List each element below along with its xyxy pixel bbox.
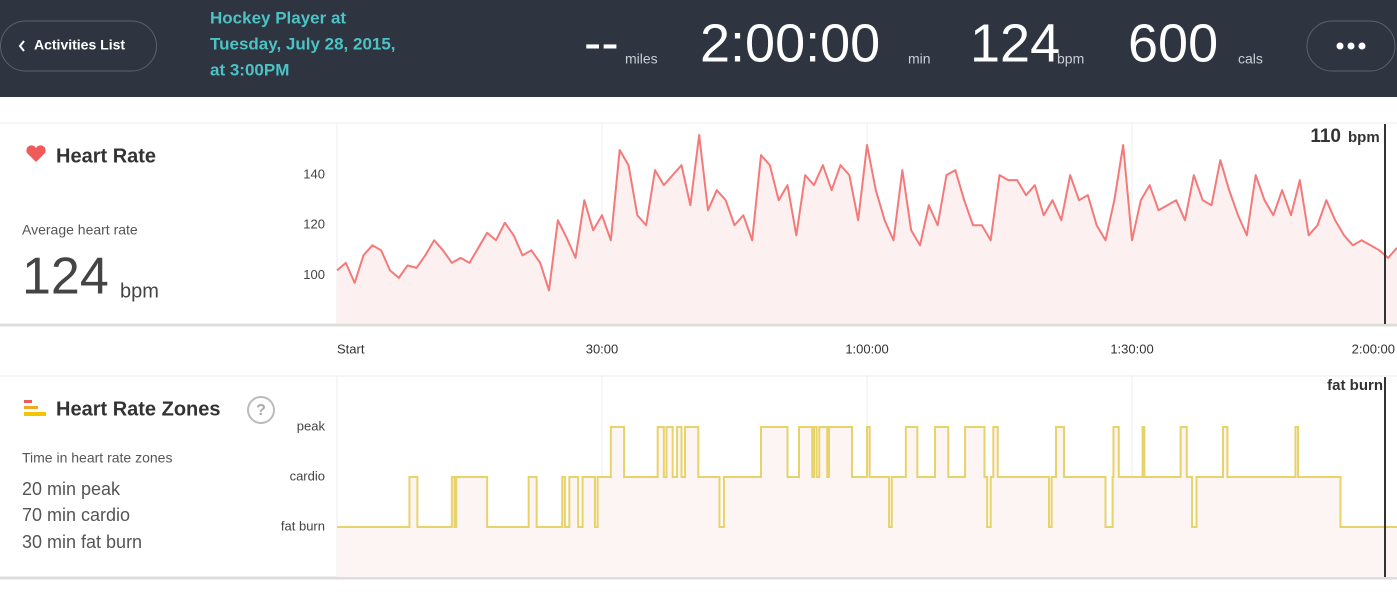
header-bar — [0, 0, 1397, 97]
activity-title: Tuesday, July 28, 2015, — [210, 34, 396, 53]
back-label[interactable]: Activities List — [34, 37, 125, 53]
stat-unit: bpm — [1057, 51, 1084, 67]
y-tick-label: peak — [297, 418, 326, 433]
x-tick-label: 1:30:00 — [1110, 341, 1153, 356]
summary-label: Time in heart rate zones — [22, 450, 172, 466]
average-label: Average heart rate — [22, 222, 138, 238]
x-tick-label: Start — [337, 341, 365, 356]
y-tick-label: 140 — [303, 167, 325, 182]
activity-title: Hockey Player at — [210, 8, 346, 27]
average-unit: bpm — [120, 280, 159, 302]
zones-icon — [24, 400, 46, 416]
back-chevron — [18, 40, 25, 52]
help-icon[interactable] — [247, 396, 275, 424]
y-tick-label: fat burn — [281, 518, 325, 533]
stat-value: 2:00:00 — [700, 13, 880, 73]
stat-value: 600 — [1128, 13, 1218, 73]
menu-dots — [1336, 42, 1366, 50]
panel-title: Heart Rate — [56, 145, 156, 167]
stat-value: -- — [584, 15, 619, 73]
area — [337, 427, 1397, 577]
help-label[interactable]: ? — [256, 402, 266, 419]
cursor-label: fat burn — [1327, 377, 1383, 394]
back-button[interactable] — [0, 20, 157, 72]
heart-icon — [26, 145, 46, 162]
y-tick-label: 100 — [303, 267, 325, 282]
summary-item: 30 min fat burn — [22, 532, 142, 552]
step-line — [337, 426, 1397, 528]
y-tick-label: 120 — [303, 217, 325, 232]
stat-unit: cals — [1238, 51, 1263, 67]
stat-value: 124 — [970, 13, 1060, 73]
menu-button[interactable] — [1306, 20, 1396, 72]
x-tick-label: 2:00:00 — [1352, 341, 1395, 356]
stat-unit: miles — [625, 51, 658, 67]
charts: 100 120 140 fat burn cardio peak Start 30:00 1:0… — [281, 123, 1397, 577]
summary-item: 20 min peak — [22, 479, 121, 499]
activity-title: at 3:00PM — [210, 60, 289, 79]
cursor-unit: bpm — [1348, 129, 1380, 146]
y-tick-label: cardio — [290, 468, 325, 483]
panel-title: Heart Rate Zones — [56, 398, 221, 420]
average-value: 124 — [22, 248, 109, 306]
line — [336, 134, 1397, 292]
area — [337, 135, 1397, 323]
cursor-value: 110 — [1310, 126, 1341, 147]
summary-item: 70 min cardio — [22, 505, 130, 525]
x-tick-label: 1:00:00 — [845, 341, 888, 356]
stat-unit: min — [908, 51, 931, 67]
x-tick-label: 30:00 — [586, 341, 619, 356]
